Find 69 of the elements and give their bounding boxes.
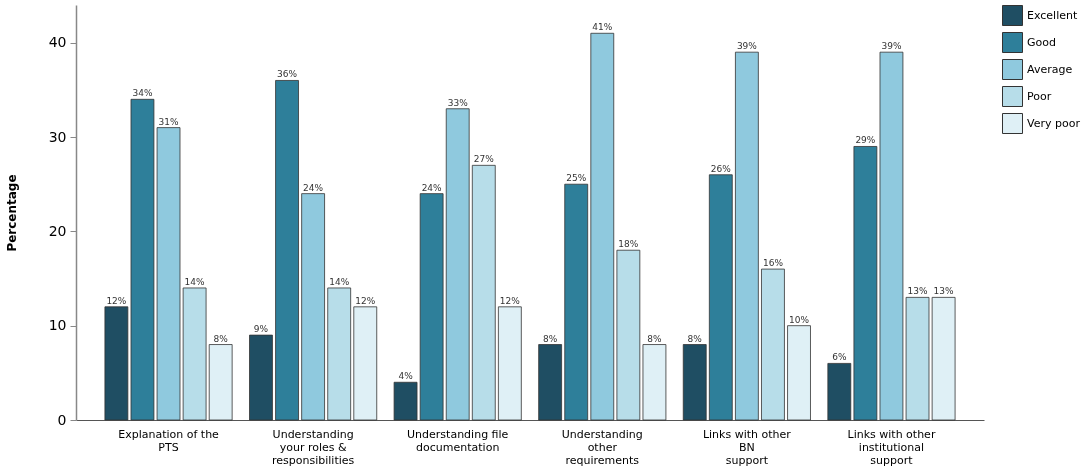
x-tick-label: Links with other institutional support [847, 427, 936, 467]
y-axis-title: Percentage [4, 174, 19, 252]
bar [538, 344, 563, 421]
data-label: 31% [158, 116, 179, 127]
bar [564, 183, 589, 421]
x-tick-label: Links with other BN support [702, 427, 792, 467]
bar [827, 363, 852, 421]
bar [301, 193, 325, 421]
bar [497, 306, 522, 421]
data-label: 8% [213, 333, 229, 344]
y-tick-label: 0 [57, 411, 67, 428]
data-label: 14% [329, 276, 350, 287]
data-label: 12% [499, 295, 521, 306]
legend-label: Excellent [1027, 8, 1078, 22]
data-label: 8% [687, 333, 703, 344]
bar [471, 164, 496, 421]
y-tick-label: 30 [48, 128, 67, 145]
x-tick-label: Explanation of the PTS [118, 427, 220, 454]
data-label: 24% [303, 182, 324, 193]
bar [445, 108, 470, 421]
data-label: 24% [421, 182, 443, 193]
data-label: 27% [473, 154, 495, 165]
y-tick-label: 10 [48, 317, 67, 334]
bar [787, 325, 811, 421]
y-tick-label: 40 [48, 34, 67, 51]
bar [590, 32, 615, 421]
data-label: 4% [398, 371, 414, 382]
legend-label: Very poor [1027, 116, 1081, 130]
data-label: 36% [277, 69, 298, 80]
x-tick-label: Understanding other requirements [561, 427, 643, 467]
legend-label: Average [1027, 62, 1073, 76]
data-label: 6% [832, 352, 847, 363]
bar [249, 334, 273, 421]
bar [393, 381, 418, 421]
data-label: 13% [933, 286, 955, 297]
bar [761, 268, 785, 421]
data-label: 29% [855, 135, 876, 146]
bar [735, 51, 759, 421]
data-label: 10% [789, 314, 810, 325]
data-label: 18% [618, 239, 639, 250]
data-label: 26% [710, 163, 732, 174]
bar [327, 287, 352, 421]
legend-label: Poor [1027, 89, 1052, 103]
data-label: 12% [106, 295, 127, 306]
data-label: 16% [762, 258, 784, 269]
bar [419, 193, 444, 421]
data-label: 39% [736, 41, 758, 52]
x-tick-label: Understanding your roles & responsibilities [271, 427, 355, 467]
y-tick-label: 20 [48, 222, 67, 239]
data-label: 13% [907, 286, 928, 297]
bar [682, 344, 707, 421]
data-label: 41% [592, 22, 613, 33]
bar [642, 344, 667, 421]
data-label: 12% [355, 295, 376, 306]
bar [708, 174, 733, 421]
data-label: 39% [881, 41, 902, 52]
x-tick-label: Understanding file documentation [407, 427, 509, 454]
legend-label: Good [1027, 35, 1056, 49]
data-label: 8% [647, 333, 663, 344]
data-label: 33% [447, 97, 469, 108]
data-label: 9% [253, 324, 269, 335]
bar [616, 249, 641, 421]
data-label: 25% [566, 173, 587, 184]
data-label: 14% [184, 276, 206, 287]
bar [275, 80, 299, 421]
bar [353, 306, 378, 421]
data-label: 34% [132, 88, 153, 99]
data-label: 8% [543, 333, 558, 344]
bar [208, 344, 233, 421]
